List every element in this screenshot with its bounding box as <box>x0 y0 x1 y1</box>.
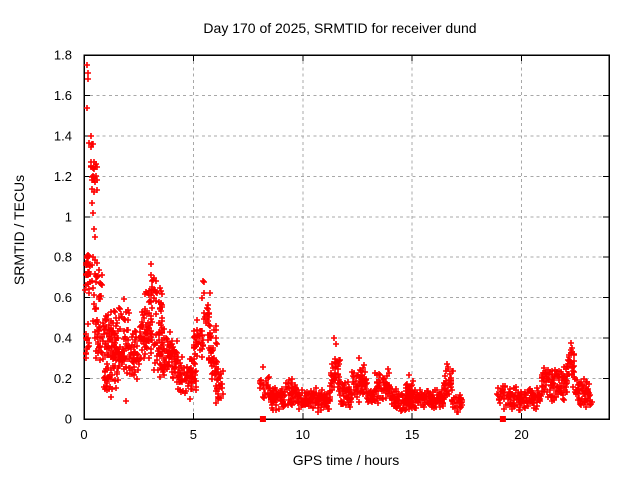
y-tick-label: 0.6 <box>54 290 72 305</box>
zero-flag-marker <box>259 416 266 422</box>
x-tick-label: 10 <box>296 427 310 442</box>
zero-square-markers <box>259 416 506 422</box>
x-tick-label: 5 <box>190 427 197 442</box>
y-tick-label: 1.2 <box>54 169 72 184</box>
y-tick-label: 1.8 <box>54 48 72 63</box>
y-axis-label: SRMTID / TECUs <box>11 175 27 285</box>
y-tick-label: 1.6 <box>54 88 72 103</box>
tick-labels: 0 5 10 15 20 0 0.2 0.4 0.6 0.8 1 1.2 1.4 1.6 1.8 <box>54 48 529 443</box>
y-tick-label: 1.4 <box>54 128 72 143</box>
scatter-plus-markers <box>82 62 595 415</box>
y-tick-label: 0.8 <box>54 250 72 265</box>
y-tick-label: 1 <box>65 209 72 224</box>
y-tick-label: 0.2 <box>54 371 72 386</box>
y-tick-label: 0.4 <box>54 331 72 346</box>
x-axis-label: GPS time / hours <box>293 452 400 468</box>
zero-flag-marker <box>499 416 506 422</box>
chart-title: Day 170 of 2025, SRMTID for receiver dun… <box>203 20 476 36</box>
x-tick-label: 15 <box>405 427 419 442</box>
x-tick-label: 0 <box>80 427 87 442</box>
y-tick-label: 0 <box>65 412 72 427</box>
x-tick-label: 20 <box>514 427 528 442</box>
plot-border <box>83 54 610 420</box>
axis-ticks <box>83 54 609 420</box>
